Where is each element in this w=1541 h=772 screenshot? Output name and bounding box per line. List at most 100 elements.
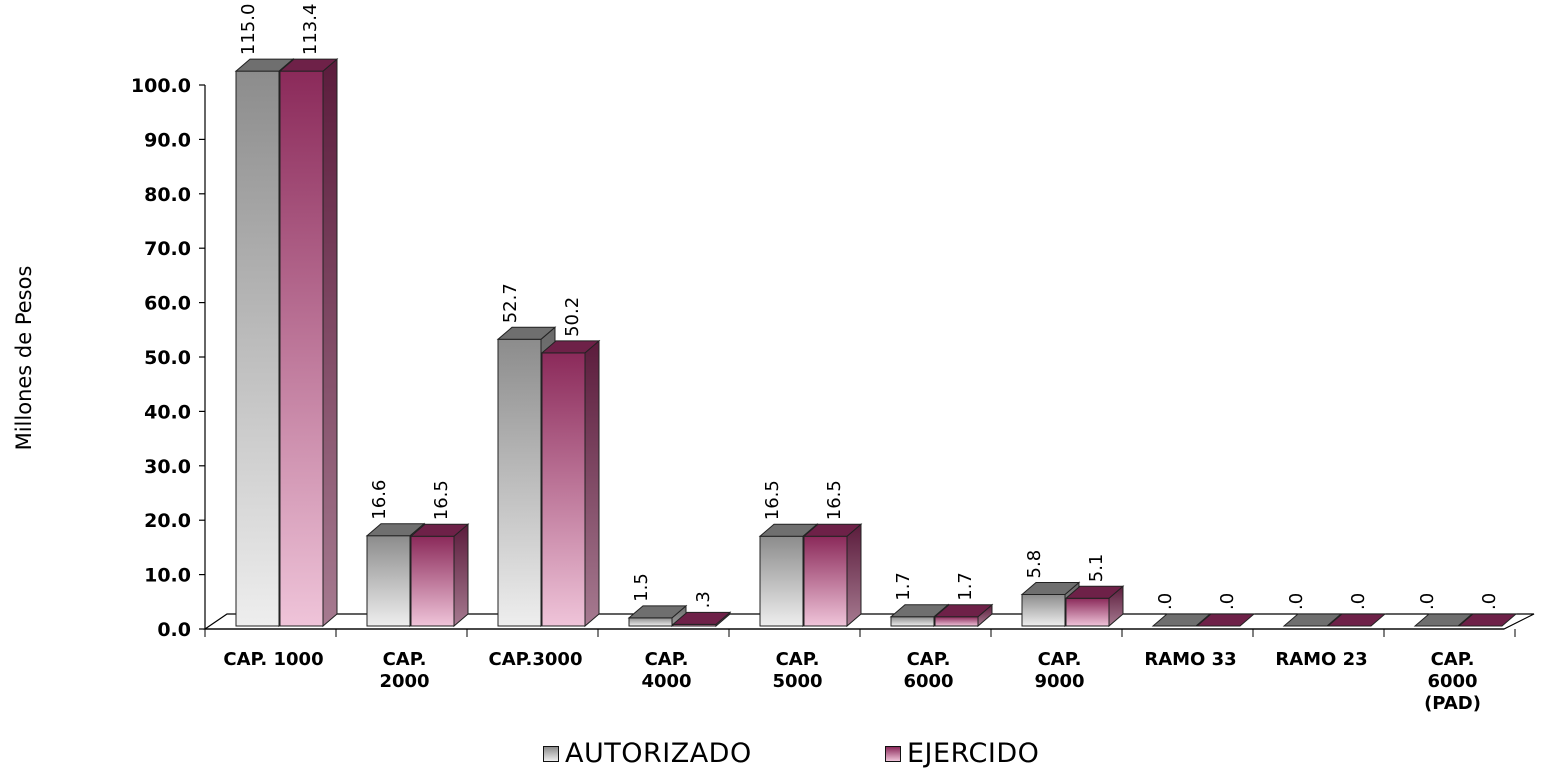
bar-top [409,523,470,537]
y-tick-label: 80.0 [144,184,191,206]
bar-top [1064,585,1125,599]
y-tick-label: 0.0 [157,619,191,641]
y-tick-label: 70.0 [144,238,191,260]
bar-top [802,523,863,537]
legend-label-ejercido: EJERCIDO [907,738,1040,769]
bar-front [759,535,804,627]
bar-front [628,617,673,627]
bar-side [453,523,469,628]
data-label-ejercido: .0 [1348,593,1369,610]
y-tick-label: 90.0 [144,129,191,151]
legend: AUTORIZADO EJERCIDO [0,738,1541,772]
bar-top [234,58,295,72]
bar-front [1021,593,1066,627]
x-tick-label: CAP. [1431,649,1475,670]
bar-side [584,339,600,628]
x-tick-label: RAMO 23 [1275,649,1367,670]
data-label-ejercido: .0 [1217,593,1238,610]
bar-top [758,523,819,537]
bar-ejercido [409,523,470,628]
bar-front [541,352,586,627]
bar-ejercido [1326,613,1387,627]
data-label-ejercido: .0 [1479,593,1500,610]
bar-front [890,616,935,627]
x-tick-label: 4000 [641,671,691,692]
data-label-ejercido: 1.7 [955,572,976,601]
data-label-autorizado: 1.7 [893,572,914,601]
bar-autorizado [1413,613,1474,627]
y-tick-label: 40.0 [144,401,191,423]
bar-side [846,523,862,628]
bar-top [627,605,688,619]
data-label-ejercido: 16.5 [431,480,452,520]
bar-front [366,535,411,627]
data-label-ejercido: 50.2 [562,297,583,337]
x-tick-label: CAP. [776,649,820,670]
bar-ejercido [540,339,601,628]
bar-ejercido [1195,613,1256,627]
bar-front [497,338,542,627]
bar-ejercido [278,58,339,628]
y-tick-label: 50.0 [144,347,191,369]
bar-side [322,58,338,628]
bar-ejercido [802,523,863,628]
data-label-autorizado: 115.0 [238,4,259,56]
bar-autorizado [627,604,688,628]
bar-top [365,523,426,537]
bar-ejercido [1064,585,1125,628]
bar-top [496,326,557,340]
legend-label-autorizado: AUTORIZADO [565,738,752,769]
legend-item-ejercido: EJERCIDO [885,738,1039,769]
x-tick-label: (PAD) [1424,693,1481,714]
x-tick-label: 2000 [379,671,429,692]
bar-autorizado [1151,613,1212,627]
data-label-autorizado: .0 [1417,593,1438,610]
bar-ejercido [933,603,994,628]
data-label-autorizado: 1.5 [631,573,652,602]
x-tick-label: CAP. [907,649,951,670]
bar-top [540,340,601,354]
bar-top [1195,613,1256,627]
bar-front [1065,597,1110,627]
bar-top [933,604,994,618]
legend-item-autorizado: AUTORIZADO [543,738,752,769]
x-tick-label: 9000 [1034,671,1084,692]
bar-top [1413,613,1474,627]
bar-front [235,70,280,627]
data-label-ejercido: 16.5 [824,480,845,520]
bar-top [889,604,950,618]
bar-front [803,535,848,627]
bar-front [279,70,324,627]
y-tick-label: 10.0 [144,565,191,587]
x-tick-label: 6000 [1427,671,1477,692]
bar-top [1020,581,1081,595]
bar-front [934,616,979,627]
x-tick-label: CAP. [1038,649,1082,670]
y-axis-label: Millones de Pesos [12,266,36,451]
y-tick-label: 20.0 [144,510,191,532]
data-label-ejercido: 113.4 [300,4,321,56]
bar-top [671,611,732,625]
x-tick-label: RAMO 33 [1144,649,1236,670]
bar-top [1151,613,1212,627]
data-label-autorizado: 5.8 [1024,550,1045,579]
x-tick-label: CAP. [383,649,427,670]
bar-autorizado [1282,613,1343,627]
legend-swatch-autorizado [543,745,559,762]
y-tick-label: 100.0 [131,75,191,97]
data-label-autorizado: 16.6 [369,480,390,520]
data-label-ejercido: .3 [693,591,714,608]
x-tick-label: CAP.3000 [489,649,583,670]
legend-swatch-ejercido [885,745,901,762]
y-tick-label: 60.0 [144,293,191,315]
data-label-autorizado: 16.5 [762,480,783,520]
data-label-autorizado: 52.7 [500,283,521,323]
bar-front [410,535,455,627]
bar-ejercido [671,611,732,628]
bar-top [1457,613,1518,627]
bar-top [278,58,339,72]
bar-ejercido [1457,613,1518,627]
data-label-ejercido: 5.1 [1086,554,1107,583]
y-tick-label: 30.0 [144,456,191,478]
x-tick-label: 6000 [903,671,953,692]
